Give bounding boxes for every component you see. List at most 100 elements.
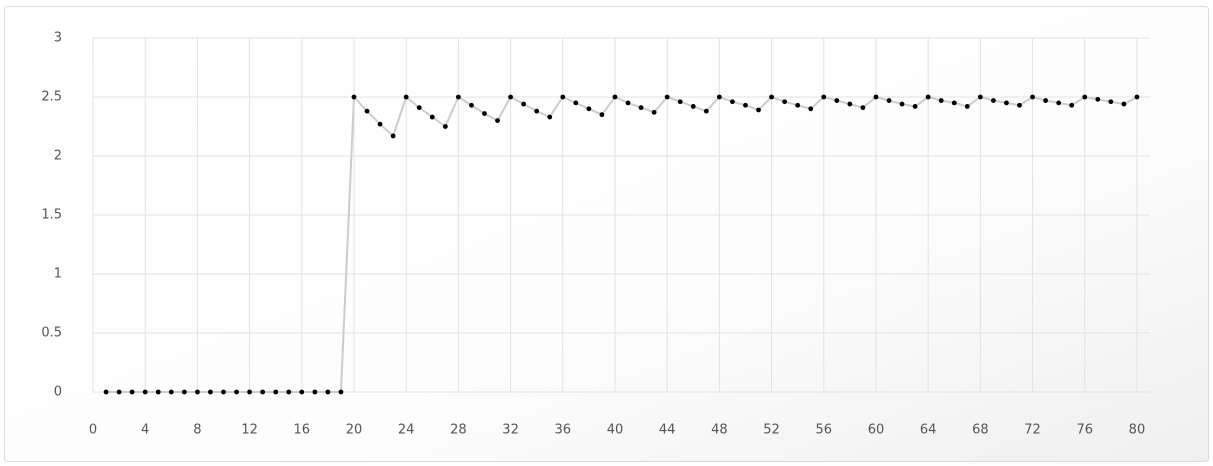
data-point [690, 104, 696, 109]
data-point [351, 94, 357, 100]
data-point [1030, 94, 1035, 100]
data-point [273, 389, 279, 395]
data-point [886, 98, 892, 103]
data-point [573, 100, 579, 106]
data-point [756, 107, 761, 113]
x-tick-label: 4 [141, 423, 149, 438]
data-point [312, 389, 318, 395]
data-point [625, 100, 631, 106]
data-point [1069, 102, 1075, 108]
data-point [521, 101, 527, 107]
data-point [612, 94, 618, 100]
x-tick-label: 8 [193, 423, 201, 438]
data-point [168, 389, 174, 395]
data-point [234, 389, 239, 395]
data-point [116, 389, 122, 395]
x-tick-label: 24 [398, 423, 415, 438]
data-point [743, 102, 748, 108]
data-point [677, 99, 683, 105]
data-point [730, 99, 735, 105]
y-tick-label: 3 [54, 31, 62, 46]
y-tick-label: 2 [54, 149, 62, 164]
data-point [377, 121, 383, 127]
data-point [286, 389, 292, 395]
data-point [782, 99, 788, 105]
x-tick-label: 76 [1076, 423, 1093, 438]
data-point [547, 114, 553, 120]
x-tick-label: 32 [502, 423, 519, 438]
grid: 00.511.522.530 4 8 12 16 20 24 28 32 36 40 44 48 52 56… [41, 31, 1150, 438]
x-tick-label: 80 [1129, 423, 1146, 438]
data-point [208, 389, 213, 395]
data-point [834, 98, 840, 103]
data-point [155, 389, 161, 395]
x-tick-label: 44 [659, 423, 676, 438]
data-point [260, 389, 266, 395]
data-point [716, 94, 722, 100]
data-point [103, 389, 109, 395]
data-point [129, 389, 135, 395]
data-point [1017, 102, 1022, 108]
x-tick-label: 28 [450, 423, 467, 438]
data-point [1056, 100, 1062, 106]
data-point [964, 104, 970, 109]
data-point [977, 94, 983, 100]
data-point [338, 389, 344, 395]
x-tick-label: 16 [294, 423, 311, 438]
y-tick-label: 2.5 [41, 90, 62, 105]
data-point [1004, 100, 1009, 106]
x-tick-label: 64 [920, 423, 937, 438]
data-point [808, 106, 814, 112]
data-point [821, 94, 827, 100]
data-point [1082, 94, 1088, 100]
data-point [482, 111, 487, 116]
data-point [560, 94, 566, 100]
data-point [586, 106, 592, 112]
data-point [873, 94, 879, 100]
card [4, 6, 1209, 462]
x-tick-label: 20 [346, 423, 363, 438]
data-point [1134, 94, 1140, 100]
x-tick-label: 68 [972, 423, 989, 438]
x-tick-label: 12 [241, 423, 258, 438]
data-point [1095, 96, 1101, 102]
data-point [938, 98, 944, 103]
data-point [899, 101, 905, 107]
x-tick-label: 72 [1024, 423, 1041, 438]
data-point [638, 105, 644, 111]
x-tick-label: 0 [89, 423, 97, 438]
y-tick-label: 0.5 [41, 326, 62, 341]
plot [103, 94, 1140, 395]
data-point [769, 94, 774, 100]
data-point [325, 389, 331, 395]
data-point [142, 389, 148, 395]
data-point [795, 102, 801, 108]
data-point [1108, 99, 1114, 105]
data-point [991, 98, 996, 103]
data-point [181, 389, 187, 395]
data-point [508, 94, 513, 100]
x-tick-label: 48 [711, 423, 728, 438]
data-point [390, 133, 396, 139]
data-point [1121, 101, 1127, 107]
y-tick-label: 1 [54, 267, 62, 282]
data-point [847, 101, 853, 107]
data-point [495, 118, 500, 123]
data-point [221, 389, 226, 395]
data-point [860, 105, 866, 111]
data-point [534, 108, 540, 114]
data-point [429, 114, 435, 120]
data-point [951, 100, 957, 106]
data-point [703, 108, 709, 114]
data-point [455, 94, 461, 100]
data-point [299, 389, 305, 395]
x-tick-label: 56 [815, 423, 832, 438]
data-point [912, 104, 918, 109]
data-point [651, 109, 657, 115]
y-tick-label: 0 [54, 385, 62, 400]
data-point [364, 108, 370, 114]
data-point [442, 124, 448, 129]
x-tick-label: 40 [607, 423, 624, 438]
